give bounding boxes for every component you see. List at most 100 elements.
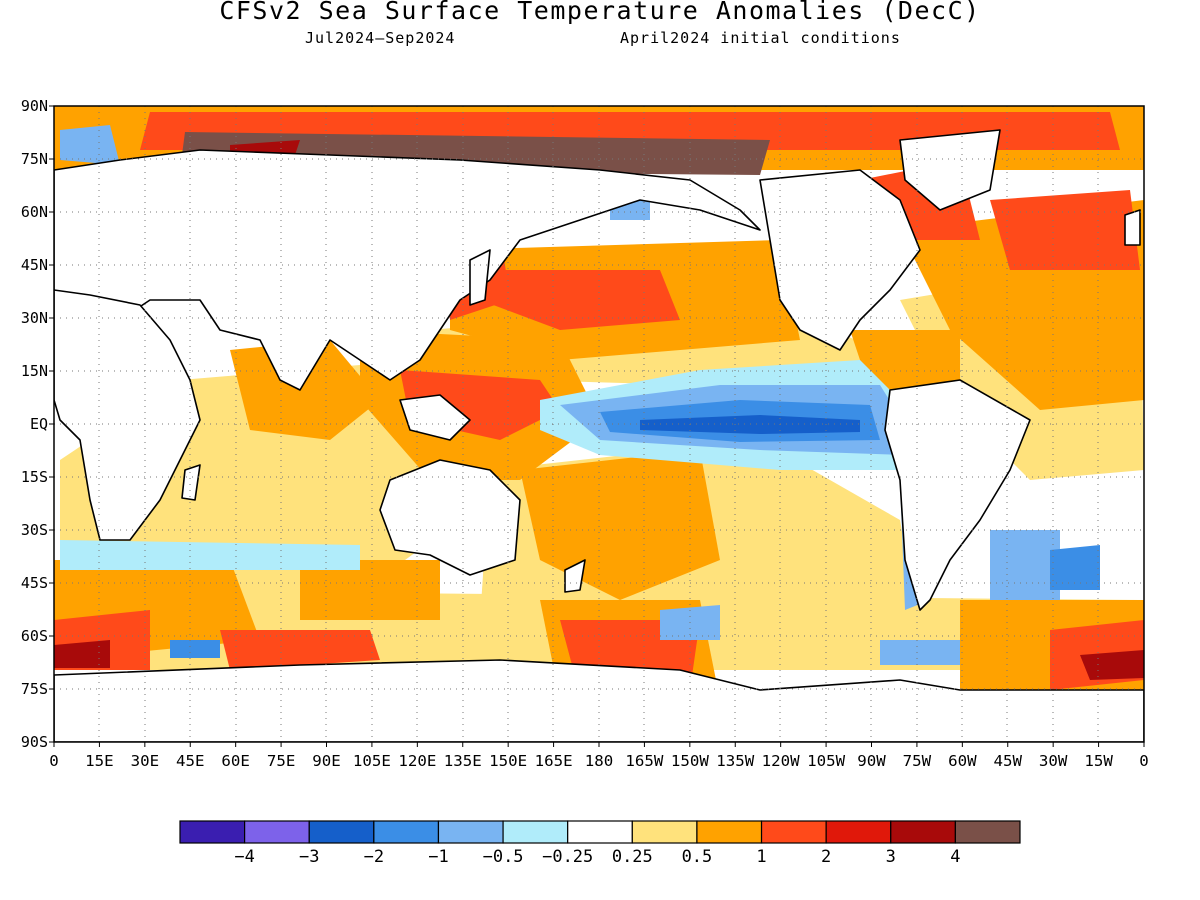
lon-label: 165E bbox=[535, 752, 573, 770]
australia-land bbox=[379, 459, 521, 576]
lat-label: EQ bbox=[30, 415, 48, 433]
north-pacific-strong bbox=[480, 270, 680, 330]
southern-ocean-cold-2 bbox=[880, 640, 960, 665]
lon-label: 90W bbox=[857, 752, 887, 770]
colorbar-swatch bbox=[244, 820, 310, 844]
lon-label: 90E bbox=[312, 752, 341, 770]
madagascar-land bbox=[181, 464, 201, 501]
lon-label: 45E bbox=[176, 752, 205, 770]
colorbar-label: 3 bbox=[886, 847, 896, 867]
lon-label: 0 bbox=[1139, 752, 1149, 770]
lon-label: 135E bbox=[444, 752, 482, 770]
lon-label: 150E bbox=[489, 752, 527, 770]
southern-ocean-strong-mid bbox=[220, 630, 380, 670]
lon-label: 15E bbox=[85, 752, 114, 770]
colorbar-swatch bbox=[760, 820, 827, 844]
japan-land bbox=[469, 249, 491, 306]
greenland-land bbox=[899, 129, 1001, 211]
atlantic-northeast-strong bbox=[990, 190, 1140, 270]
antarctic-extreme-west bbox=[54, 640, 110, 668]
colorbar-swatch bbox=[696, 820, 763, 844]
forecast-period: Jul2024—Sep2024 bbox=[305, 29, 456, 47]
colorbar-label: −3 bbox=[299, 847, 319, 867]
antarctic-extreme-east bbox=[1080, 650, 1144, 680]
lon-label: 180 bbox=[585, 752, 614, 770]
lat-label: 60N bbox=[21, 203, 48, 221]
new-zealand-land bbox=[564, 559, 586, 593]
lon-label: 0 bbox=[49, 752, 59, 770]
colorbar-label: −0.25 bbox=[542, 847, 593, 867]
indian-ocean-south-warm bbox=[300, 560, 440, 620]
south-atlantic-cold-2 bbox=[1050, 545, 1100, 590]
lat-label: 90S bbox=[21, 733, 48, 751]
south-pacific-warm bbox=[520, 450, 720, 600]
indian-ocean-warm bbox=[230, 340, 380, 440]
lon-label: 105E bbox=[353, 752, 391, 770]
lat-tick-marks bbox=[49, 105, 54, 743]
colorbar-swatch bbox=[825, 820, 892, 844]
lat-label: 60S bbox=[21, 627, 48, 645]
lon-label: 135W bbox=[716, 752, 755, 770]
colorbar-label: 4 bbox=[950, 847, 960, 867]
colorbar-swatch bbox=[954, 820, 1021, 844]
lon-label: 60W bbox=[948, 752, 978, 770]
lon-label: 165W bbox=[625, 752, 664, 770]
indian-cold-band bbox=[60, 540, 360, 570]
north-america-land bbox=[759, 169, 921, 351]
chart-title: CFSv2 Sea Surface Temperature Anomalies … bbox=[219, 0, 981, 25]
initial-conditions: April2024 initial conditions bbox=[620, 29, 901, 47]
sst-anomaly-map bbox=[54, 106, 1144, 742]
lon-label: 60E bbox=[221, 752, 250, 770]
lat-label: 45S bbox=[21, 574, 48, 592]
colorbar-label: 0.5 bbox=[682, 847, 713, 867]
gulf-warm bbox=[850, 330, 960, 390]
south-america-land bbox=[884, 379, 1031, 611]
colorbar-label: 1 bbox=[756, 847, 766, 867]
antarctica-land bbox=[54, 659, 1144, 742]
lon-label: 75W bbox=[903, 752, 933, 770]
lon-label: 75E bbox=[267, 752, 296, 770]
lon-axis-labels: 0 15E 30E 45E 60E 75E 90E 105E 120E 135E 150E 165E 1… bbox=[49, 752, 1149, 770]
colorbar-legend: −4 −3 −2 −1 −0.5 −0.25 0.25 0.5 1 2 3 4 bbox=[179, 820, 1021, 867]
lon-label: 120W bbox=[762, 752, 801, 770]
colorbar-swatch bbox=[179, 820, 246, 844]
grid-lines bbox=[54, 106, 1144, 742]
lon-label: 30W bbox=[1039, 752, 1069, 770]
colorbar-swatch bbox=[437, 820, 504, 844]
lat-label: 45N bbox=[21, 256, 48, 274]
lon-label: 105W bbox=[807, 752, 846, 770]
lat-label: 75N bbox=[21, 150, 48, 168]
colorbar-label: −2 bbox=[364, 847, 384, 867]
colorbar-swatch bbox=[308, 820, 375, 844]
colorbar-label: 2 bbox=[821, 847, 831, 867]
colorbar-label: −4 bbox=[234, 847, 254, 867]
colorbar-label: −1 bbox=[428, 847, 448, 867]
colorbar-swatch bbox=[631, 820, 698, 844]
southern-ocean-cold-3 bbox=[170, 640, 220, 658]
lat-label: 15N bbox=[21, 362, 48, 380]
uk-land bbox=[1124, 209, 1141, 246]
eurasia-land bbox=[54, 149, 761, 391]
lat-axis-labels: 90N 75N 60N 45N 30N 15N EQ 15S 30S 45S 60S 75S 90S bbox=[21, 97, 48, 751]
land-masses bbox=[54, 129, 1144, 742]
colorbar-swatch bbox=[567, 820, 633, 844]
lon-label: 15W bbox=[1084, 752, 1114, 770]
lat-label: 30N bbox=[21, 309, 48, 327]
colorbar-swatch bbox=[502, 820, 569, 844]
colorbar-label: −0.5 bbox=[483, 847, 524, 867]
lon-label: 30E bbox=[131, 752, 160, 770]
colorbar-swatch bbox=[890, 820, 956, 844]
colorbar-label: 0.25 bbox=[612, 847, 653, 867]
greenland-cold bbox=[60, 125, 120, 165]
lat-label: 30S bbox=[21, 521, 48, 539]
lon-label: 45W bbox=[994, 752, 1024, 770]
lat-label: 90N bbox=[21, 97, 48, 115]
lon-label: 120E bbox=[398, 752, 436, 770]
south-atlantic-cold bbox=[990, 530, 1060, 600]
lat-label: 75S bbox=[21, 680, 48, 698]
lon-label: 150W bbox=[671, 752, 710, 770]
lat-label: 15S bbox=[21, 468, 48, 486]
colorbar-swatch bbox=[373, 820, 440, 844]
lon-tick-marks bbox=[53, 742, 1145, 747]
